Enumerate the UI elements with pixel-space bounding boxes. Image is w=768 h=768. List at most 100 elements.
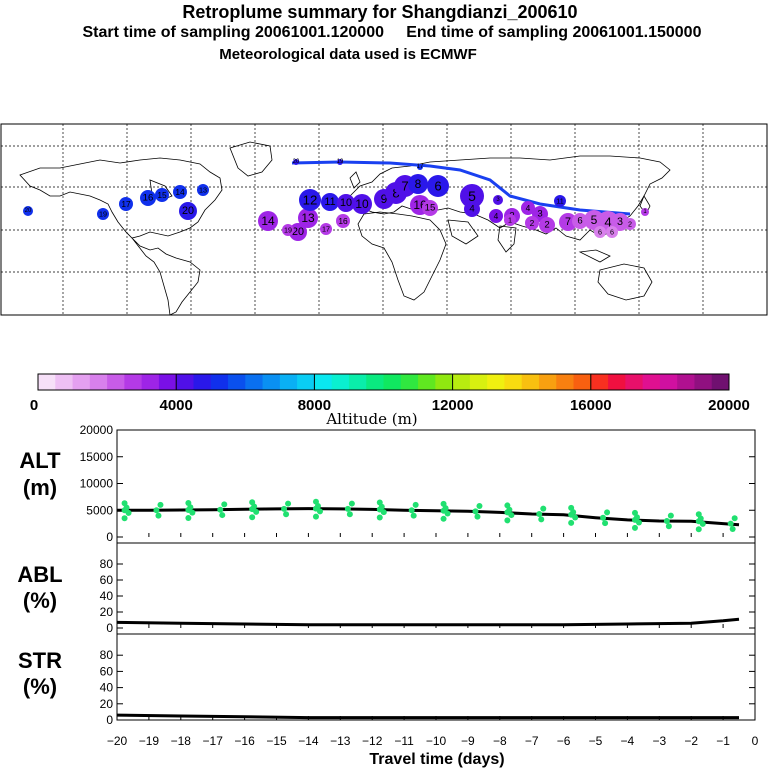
sampling-time-subtitle: Start time of sampling 20061001.120000 E… (82, 24, 702, 41)
alt-cluster-point (695, 511, 702, 518)
x-tick-label: −18 (171, 734, 192, 748)
plume-marker: 13 (298, 208, 318, 228)
colorbar-segment (158, 374, 177, 390)
colorbar-segment (625, 374, 644, 390)
plume-label: 11 (324, 196, 335, 208)
colorbar-tick-label: 16000 (570, 397, 612, 414)
y-tick-label: 80 (100, 557, 114, 571)
plume-circle (422, 200, 438, 216)
alt-cluster-point (185, 500, 192, 507)
plume-marker: 19 (282, 224, 294, 236)
alt-cluster-point (504, 502, 511, 509)
colorbar-tick-label: 20000 (708, 397, 750, 414)
plume-marker: 14 (173, 185, 187, 199)
y-tick-label: 20 (100, 605, 114, 619)
plume-circle (539, 217, 555, 233)
series-line-abl (116, 617, 740, 627)
plume-label: 4 (494, 211, 499, 221)
plume-label: 8 (392, 186, 399, 201)
alt-cluster-point (283, 511, 290, 518)
plume-marker: 17 (417, 164, 424, 170)
x-tick-label: −20 (107, 734, 128, 748)
colorbar-segment (711, 374, 730, 390)
plume-marker: 2 (624, 218, 636, 230)
plume-circle (97, 208, 109, 220)
alt-cluster-point (729, 525, 736, 532)
colorbar-segment (418, 374, 436, 390)
panel-abl: ABL(%) 80 60 40 20 0 (17, 542, 756, 635)
x-tick-label: −9 (461, 734, 475, 748)
plume-circle (525, 216, 539, 230)
y-tick-label: 80 (100, 648, 114, 662)
colorbar-segment (38, 374, 56, 390)
x-tick-label: 0 (752, 734, 759, 748)
colorbar-segment (435, 374, 454, 390)
plume-marker: 20 (293, 159, 300, 165)
plume-marker: 6 (572, 213, 588, 229)
colorbar-segment (331, 374, 350, 390)
plume-circle (464, 201, 480, 217)
plume-marker: 20 (289, 223, 307, 241)
plume-circle (572, 213, 588, 229)
alt-cluster-point (344, 505, 351, 512)
colorbar-segment (176, 374, 194, 390)
chart-title: Retroplume summary for Shangdianzi_20061… (182, 2, 578, 22)
plume-label: 10 (355, 197, 369, 211)
colorbar-segment (314, 374, 333, 390)
alt-cluster-point (155, 512, 162, 519)
plume-label: 9 (381, 192, 388, 206)
plume-circle (460, 184, 484, 208)
x-tick-label: −13 (330, 734, 351, 748)
panel-label: ABL (17, 562, 62, 587)
alt-cluster-point (731, 515, 738, 522)
plume-marker: 17 (320, 223, 332, 235)
colorbar-segment (55, 374, 74, 390)
plume-marker: 4 (489, 209, 503, 223)
alt-cluster-point (695, 526, 702, 533)
plume-label: 5 (468, 188, 476, 204)
plume-circle (417, 164, 423, 170)
plume-label: 12 (303, 193, 318, 208)
plume-marker: 8 (408, 174, 428, 194)
plume-marker: 4 (464, 201, 480, 217)
alt-cluster-point (474, 513, 481, 520)
x-tick-label: −11 (394, 734, 414, 748)
panel-label: ALT (19, 448, 61, 473)
y-tick-label: 0 (106, 530, 113, 544)
plume-label: 4 (526, 203, 531, 213)
plume-circle (179, 202, 197, 220)
alt-cluster-point (121, 500, 128, 507)
alt-cluster-point (476, 502, 483, 509)
altitude-colorbar: 0 4000 8000 12000 16000 20000 (30, 373, 750, 414)
colorbar-segment (348, 374, 367, 390)
alt-cluster-point (376, 514, 383, 521)
plume-marker: 19 (337, 159, 344, 165)
plume-label: 15 (425, 203, 436, 214)
x-tick-label: −17 (203, 734, 224, 748)
met-data-subtitle: Meteorological data used is ECMWF (219, 46, 477, 63)
alt-cluster-point (121, 515, 128, 522)
plume-label: 19 (337, 159, 344, 165)
colorbar-segment (608, 374, 626, 390)
colorbar-segment (107, 374, 125, 390)
plume-marker: 12 (299, 189, 321, 211)
plume-circle (155, 188, 169, 202)
plume-label: 20 (25, 208, 32, 214)
y-tick-label: 5000 (86, 503, 113, 517)
colorbar-tick-label: 0 (30, 397, 38, 414)
plume-circle (337, 159, 343, 165)
plume-label: 10 (340, 197, 352, 209)
plume-label: 13 (301, 211, 315, 225)
plume-circle (282, 224, 294, 236)
alt-cluster-point (538, 516, 545, 523)
plume-circle (489, 209, 503, 223)
plume-marker: 14 (258, 211, 278, 231)
colorbar-segment (279, 374, 298, 390)
plume-marker: 2 (525, 216, 539, 230)
colorbar-segment (694, 374, 713, 390)
y-tick-label: 40 (100, 681, 114, 695)
plume-label: 2 (544, 220, 549, 231)
alt-cluster-point (185, 515, 192, 522)
plume-label: 11 (556, 197, 563, 206)
